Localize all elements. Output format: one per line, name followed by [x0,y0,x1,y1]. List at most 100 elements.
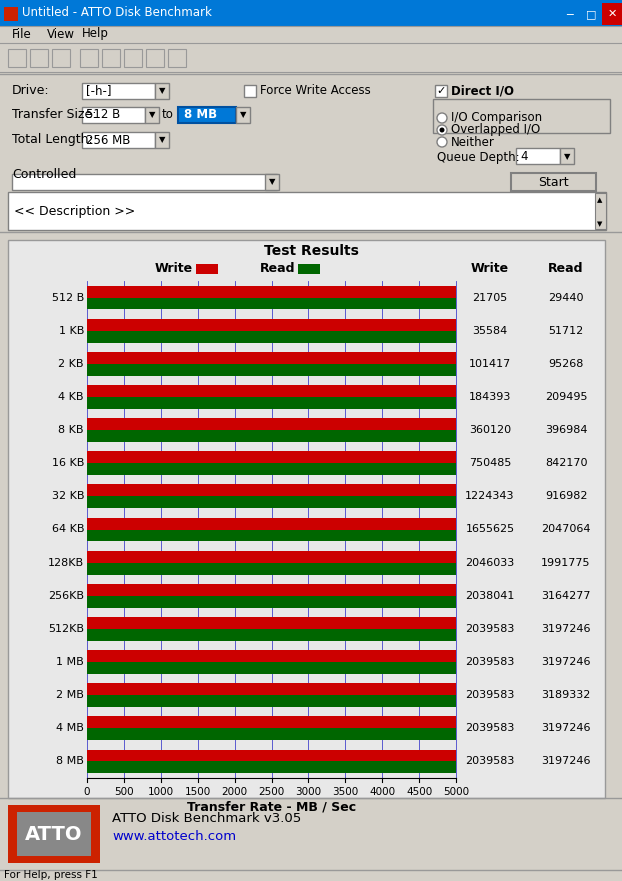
Text: 2 MB: 2 MB [56,690,84,700]
Bar [80,49,98,67]
Text: ▼: ▼ [149,110,156,120]
Bar [87,684,456,695]
Text: 101417: 101417 [469,359,511,369]
Bar [87,485,456,496]
Text: 916982: 916982 [545,492,587,501]
Bar [560,3,580,25]
Bar [87,463,456,475]
Bar [87,584,456,596]
Bar [581,3,601,25]
Bar [87,716,456,729]
Text: ▼: ▼ [597,221,603,227]
Text: 0: 0 [84,787,90,797]
Bar [87,298,456,309]
Text: 256 MB: 256 MB [86,134,131,146]
Text: 1500: 1500 [185,787,211,797]
Text: Start: Start [537,175,569,189]
Text: [-h-]: [-h-] [86,85,111,98]
Bar [8,192,606,230]
Text: ▼: ▼ [564,152,570,161]
Text: 8 KB: 8 KB [58,426,84,435]
Bar [87,418,456,430]
Text: ✕: ✕ [607,9,616,19]
Bar [8,49,26,67]
Text: 35584: 35584 [472,326,508,336]
Bar [52,49,70,67]
Bar [0,74,622,291]
Bar [87,364,456,376]
Text: 2000: 2000 [221,787,248,797]
Bar [0,43,622,72]
Text: 4000: 4000 [369,787,395,797]
Bar [87,551,456,563]
Text: Untitled - ATTO Disk Benchmark: Untitled - ATTO Disk Benchmark [22,6,212,19]
Text: 29440: 29440 [548,292,584,302]
Text: 2046033: 2046033 [465,558,514,567]
Text: 209495: 209495 [545,392,587,402]
Text: ─: ─ [567,9,573,19]
Text: Neither: Neither [451,136,495,149]
Circle shape [437,137,447,147]
Text: 2038041: 2038041 [465,591,514,601]
Text: 95268: 95268 [549,359,583,369]
Text: ATTO: ATTO [26,825,83,843]
Text: ▼: ▼ [159,136,165,144]
Text: 4500: 4500 [406,787,432,797]
Bar [87,517,456,529]
Text: 32 KB: 32 KB [52,492,84,501]
Text: 2047064: 2047064 [541,524,591,535]
Text: 51712: 51712 [549,326,583,336]
Text: 8 MB: 8 MB [56,757,84,766]
Text: 3197246: 3197246 [541,757,591,766]
Text: 4 KB: 4 KB [58,392,84,402]
Text: Drive:: Drive: [12,85,50,98]
Bar [265,174,279,190]
Bar [155,132,169,148]
Text: 3197246: 3197246 [541,624,591,634]
Bar [433,99,610,133]
Text: Read: Read [259,262,295,275]
Bar [511,173,596,191]
Text: 16 KB: 16 KB [52,458,84,468]
Text: 184393: 184393 [469,392,511,402]
Bar [87,629,456,640]
Bar [87,662,456,674]
Text: Help: Help [82,27,109,41]
Text: 1 KB: 1 KB [58,326,84,336]
Text: Read: Read [548,262,584,275]
Bar [12,174,277,190]
Bar [0,870,622,881]
Bar [196,264,218,274]
Text: ✓: ✓ [436,86,445,96]
Text: 512 B: 512 B [86,108,120,122]
Text: 396984: 396984 [545,426,587,435]
Text: 1655625: 1655625 [465,524,514,535]
Bar [87,430,456,442]
Bar [595,193,606,229]
Text: Transfer Rate - MB / Sec: Transfer Rate - MB / Sec [187,800,356,813]
Text: Direct I/O: Direct I/O [451,85,514,98]
Bar [82,83,155,99]
Bar [4,7,18,21]
Text: 1991775: 1991775 [541,558,591,567]
Text: □: □ [586,9,596,19]
Text: << Description >>: << Description >> [14,204,135,218]
Text: Total Length:: Total Length: [12,134,93,146]
Text: 3164277: 3164277 [541,591,591,601]
Circle shape [440,128,445,132]
Text: ▼: ▼ [159,86,165,95]
Text: Queue Depth:: Queue Depth: [437,151,519,164]
Text: 2039583: 2039583 [465,723,514,733]
Text: 256KB: 256KB [48,591,84,601]
Text: ATTO Disk Benchmark v3.05: ATTO Disk Benchmark v3.05 [112,812,301,825]
Text: 5000: 5000 [443,787,469,797]
Text: 842170: 842170 [545,458,587,468]
Text: Write: Write [155,262,193,275]
Text: 500: 500 [114,787,134,797]
Text: I/O Comparison: I/O Comparison [451,112,542,124]
Text: 2039583: 2039583 [465,690,514,700]
Text: 3189332: 3189332 [541,690,591,700]
Text: 3000: 3000 [295,787,322,797]
Bar [0,0,622,26]
Text: www.attotech.com: www.attotech.com [112,831,236,843]
